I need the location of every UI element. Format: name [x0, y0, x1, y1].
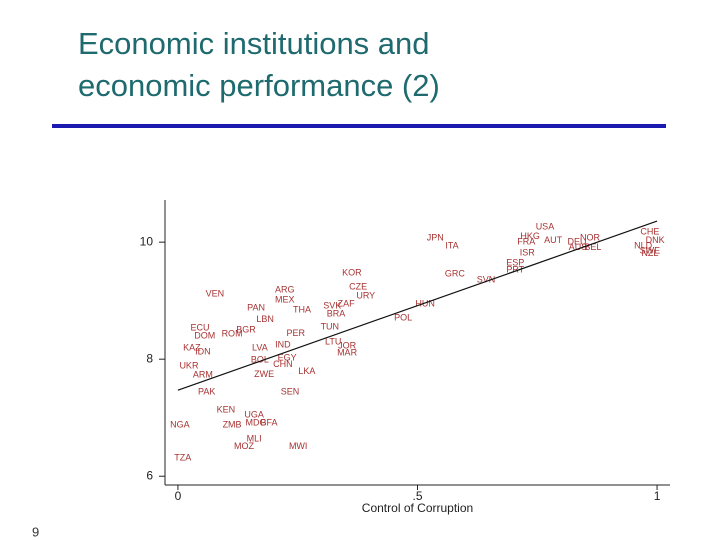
country-point: PER [287, 328, 306, 338]
country-point: NOR [580, 232, 601, 242]
y-tick-label: 6 [146, 468, 153, 482]
country-point: IDN [195, 347, 211, 357]
title-rule [52, 124, 666, 128]
country-point: AUS [569, 242, 588, 252]
page-number: 9 [32, 524, 39, 539]
country-point: ARG [275, 284, 295, 294]
country-point: USA [536, 221, 555, 231]
title-line: economic performance (2) [78, 68, 440, 103]
country-point: LTU [325, 337, 341, 347]
country-point: MEX [275, 294, 295, 304]
country-point: NZL [641, 248, 658, 258]
x-tick-label: .5 [412, 489, 422, 503]
country-point: MOZ [234, 441, 254, 451]
country-point: GRC [445, 269, 466, 279]
country-point: DOM [194, 331, 215, 341]
country-point: DNK [646, 235, 665, 245]
country-point: MDG [246, 417, 267, 427]
country-point: CHN [273, 359, 293, 369]
country-point: URY [356, 290, 375, 300]
country-point: JPN [427, 232, 444, 242]
y-tick-label: 10 [140, 234, 154, 248]
country-point: LBN [256, 314, 274, 324]
country-point: LVA [252, 342, 268, 352]
country-point: ZWE [254, 369, 274, 379]
country-point: TUN [321, 321, 340, 331]
country-point: FRA [517, 237, 535, 247]
country-point: KEN [217, 404, 236, 414]
country-point: TZA [174, 452, 191, 462]
country-point: ZMB [223, 420, 242, 430]
x-tick-label: 0 [175, 489, 182, 503]
country-point: AUT [544, 235, 563, 245]
country-point: HKG [520, 231, 540, 241]
x-tick-label: 1 [654, 489, 661, 503]
country-point: DEU [568, 237, 587, 247]
fit-line [177, 220, 658, 391]
country-point: ZAF [338, 299, 356, 309]
y-tick-label: 8 [146, 351, 153, 365]
country-point: SVN [477, 275, 496, 285]
country-point: UGA [244, 410, 264, 420]
country-point: PRT [506, 265, 524, 275]
country-point: POL [394, 313, 412, 323]
x-axis-label: Control of Corruption [362, 501, 473, 515]
country-point: BFA [260, 417, 277, 427]
country-point: BGR [236, 324, 256, 334]
country-point: ESP [506, 258, 524, 268]
country-point: JOR [338, 341, 357, 351]
title-line: Economic institutions and [78, 26, 430, 61]
country-point: EGY [278, 352, 297, 362]
country-point: ECU [190, 323, 209, 333]
country-point: IND [275, 340, 291, 350]
country-point: KAZ [183, 342, 201, 352]
country-point: PAN [247, 303, 265, 313]
country-point: ISR [520, 248, 536, 258]
country-point: NGA [170, 420, 190, 430]
country-point: ARM [193, 369, 213, 379]
country-point: ITA [445, 241, 458, 251]
country-point: SWE [640, 245, 661, 255]
country-point: SVK [323, 300, 341, 310]
country-point: BEL [584, 242, 601, 252]
country-point: MWI [289, 441, 308, 451]
country-point: VEN [206, 289, 225, 299]
country-point: PAK [198, 386, 215, 396]
country-point: LKA [298, 366, 315, 376]
country-point: SEN [281, 386, 300, 396]
country-point: BOL [251, 355, 269, 365]
country-point: CHE [640, 227, 659, 237]
country-point: NLD [634, 241, 653, 251]
country-point: MLI [247, 434, 262, 444]
country-point: BRA [327, 308, 346, 318]
country-point: THA [293, 304, 311, 314]
country-point: ROM [222, 328, 243, 338]
country-point: MAR [337, 348, 358, 358]
country-point: CZE [349, 282, 367, 292]
country-point: UKR [179, 361, 199, 371]
country-point: KOR [342, 268, 362, 278]
